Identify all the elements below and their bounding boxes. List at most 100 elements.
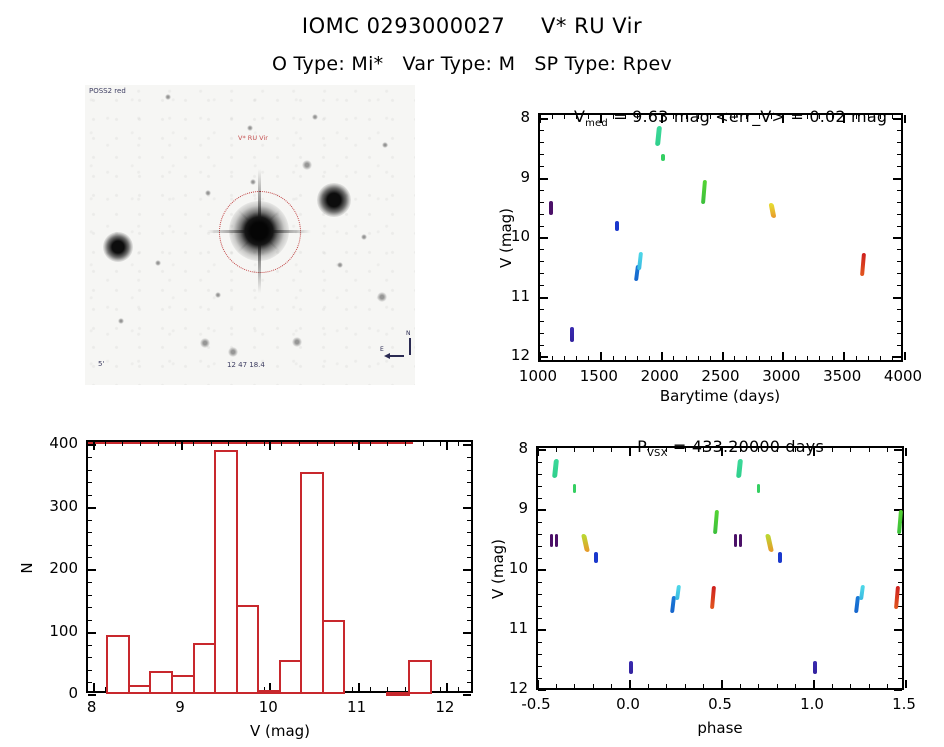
histogram-bar	[214, 450, 238, 694]
axis-tick	[897, 249, 901, 251]
axis-tick	[685, 115, 687, 119]
axis-tick	[540, 261, 544, 263]
axis-tick	[440, 442, 442, 446]
axis-tick	[893, 118, 901, 120]
data-segment	[636, 252, 643, 271]
field-star	[360, 233, 368, 241]
axis-tick	[673, 115, 675, 119]
x-tick-label: 11	[347, 698, 367, 716]
data-segment	[739, 534, 743, 548]
histogram-bar	[257, 690, 281, 695]
axis-tick	[540, 356, 548, 358]
axis-tick	[538, 497, 542, 499]
axis-tick	[92, 683, 95, 691]
axis-tick	[660, 115, 663, 123]
target-star	[229, 201, 289, 261]
data-segment	[756, 484, 760, 493]
axis-tick	[831, 115, 833, 119]
axis-tick	[88, 694, 96, 696]
axis-tick	[92, 442, 95, 450]
y-tick-label: 11	[510, 286, 530, 305]
histogram-bar	[321, 620, 346, 694]
axis-tick	[357, 683, 360, 691]
histogram-bar	[300, 472, 324, 694]
axis-tick	[898, 485, 902, 487]
axis-tick	[894, 569, 902, 571]
data-segment	[654, 126, 662, 146]
axis-tick	[684, 684, 686, 688]
field-star	[336, 261, 344, 269]
axis-tick	[897, 273, 901, 275]
axis-tick	[463, 631, 471, 634]
axis-tick	[157, 442, 159, 446]
axis-tick	[892, 356, 894, 360]
axis-tick	[540, 285, 544, 287]
axis-tick	[210, 442, 212, 446]
axis-tick	[540, 273, 544, 275]
axis-tick	[88, 569, 96, 571]
y-tick-label: 100	[49, 621, 78, 640]
axis-tick	[611, 684, 613, 688]
axis-tick	[624, 356, 626, 360]
axis-tick	[175, 442, 177, 446]
axis-tick	[88, 582, 92, 583]
axis-tick	[540, 344, 544, 346]
axis-tick	[795, 356, 796, 360]
axis-tick	[269, 442, 272, 450]
field-star	[204, 189, 212, 197]
y-tick-label: 10	[510, 227, 530, 245]
field-star	[381, 141, 389, 149]
y-tick-label: 10	[508, 559, 528, 577]
axis-tick	[369, 687, 371, 691]
axis-tick	[855, 356, 857, 360]
axis-tick	[739, 448, 741, 452]
axis-tick	[467, 557, 471, 558]
axis-tick	[636, 115, 638, 119]
axis-tick	[576, 115, 577, 119]
x-tick-label: 0.5	[708, 695, 732, 713]
coords-label: 12 47 18.4	[227, 361, 265, 369]
axis-tick	[897, 142, 901, 144]
axis-tick	[813, 448, 815, 456]
axis-tick	[703, 448, 705, 452]
axis-tick	[612, 356, 614, 360]
histogram-bar	[408, 659, 432, 694]
axis-tick	[538, 533, 542, 535]
axis-tick	[104, 687, 106, 691]
axis-tick	[721, 352, 724, 360]
field-star-bright	[316, 182, 352, 218]
axis-tick	[795, 448, 797, 452]
axis-tick	[369, 442, 371, 446]
axis-tick	[894, 629, 902, 631]
axis-tick	[540, 225, 544, 227]
x-tick-label: 4000	[883, 367, 923, 385]
axis-tick	[540, 308, 544, 310]
page-subtitle: O Type: Mi* Var Type: M SP Type: Rpev	[271, 53, 673, 75]
data-segment	[858, 585, 865, 600]
axis-tick	[819, 356, 821, 360]
y-tick-label: 11	[508, 619, 528, 637]
data-segment	[594, 552, 599, 564]
axis-tick	[122, 442, 124, 446]
axis-tick	[538, 461, 542, 463]
data-segment	[710, 585, 717, 609]
data-segment	[765, 534, 775, 552]
axis-tick	[819, 115, 821, 119]
axis-tick	[795, 684, 797, 688]
axis-tick	[387, 687, 389, 691]
axis-tick	[709, 356, 711, 360]
axis-tick	[758, 115, 760, 119]
axis-tick	[88, 444, 96, 446]
axis-tick	[538, 557, 542, 559]
y-tick-label: 300	[49, 496, 78, 515]
axis-tick	[684, 448, 686, 452]
axis-tick	[574, 448, 576, 452]
field-star	[292, 337, 302, 347]
axis-tick	[887, 448, 889, 452]
axis-tick	[897, 189, 901, 191]
axis-tick	[463, 506, 471, 509]
data-segment	[712, 510, 719, 534]
axis-tick	[599, 115, 602, 123]
data-segment	[550, 534, 554, 548]
axis-tick	[192, 442, 194, 446]
